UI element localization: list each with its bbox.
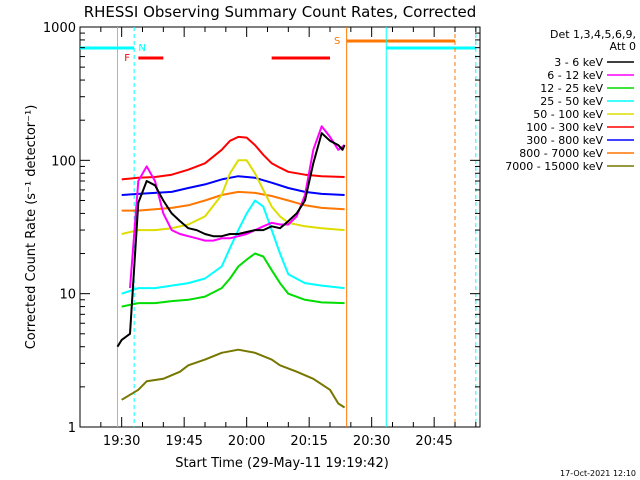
x-tick-label: 20:30 <box>353 434 390 449</box>
observation-intervals: FN S <box>80 27 477 427</box>
flag-n: N <box>138 43 145 54</box>
legend-label: 50 - 100 keV <box>533 108 603 121</box>
x-tick-label: 20:15 <box>290 434 327 449</box>
legend-label: 3 - 6 keV <box>554 56 603 69</box>
y-tick-label: 10 <box>59 288 76 303</box>
legend-label: 7000 - 15000 keV <box>505 160 603 173</box>
x-tick-label: 20:45 <box>415 434 452 449</box>
x-tick-label: 19:45 <box>165 434 202 449</box>
series-layer <box>116 125 346 409</box>
legend-label: 300 - 800 keV <box>526 134 603 147</box>
x-tick-label: 19:30 <box>103 434 140 449</box>
legend-label: 800 - 7000 keV <box>519 147 603 160</box>
flag-f: F <box>124 53 130 64</box>
x-tick-label: 20:00 <box>228 434 265 449</box>
series-line-0 <box>116 132 346 348</box>
series-line-2 <box>121 252 345 308</box>
chart-title: RHESSI Observing Summary Count Rates, Co… <box>84 3 477 21</box>
footer-timestamp: 17-Oct-2021 12:10 <box>560 469 636 478</box>
axes-layer: 1 10 100 1000 19:30 19:45 20:00 20:15 20:30 20:45 <box>43 21 480 449</box>
legend-header: Att 0 <box>610 40 636 53</box>
y-tick-label: 1 <box>68 421 76 436</box>
series-line-1 <box>129 125 346 289</box>
series-line-4 <box>121 159 345 235</box>
y-tick-label: 1000 <box>43 21 76 36</box>
flag-s: S <box>334 36 340 47</box>
legend-label: 12 - 25 keV <box>540 82 603 95</box>
legend-label: 25 - 50 keV <box>540 95 603 108</box>
series-line-7 <box>121 190 345 212</box>
x-axis-label: Start Time (29-May-11 19:19:42) <box>175 456 389 471</box>
legend-label: 6 - 12 keV <box>547 69 603 82</box>
legend-header: Det 1,3,4,5,6,9, <box>550 28 636 41</box>
y-tick-label: 100 <box>51 154 76 169</box>
y-axis-label: Corrected Count Rate (s⁻¹ detector⁻¹) <box>24 105 39 350</box>
series-line-8 <box>121 348 346 409</box>
series-line-3 <box>121 199 345 295</box>
plot-frame <box>79 26 481 428</box>
series-line-5 <box>121 135 345 181</box>
legend-label: 100 - 300 keV <box>526 121 603 134</box>
